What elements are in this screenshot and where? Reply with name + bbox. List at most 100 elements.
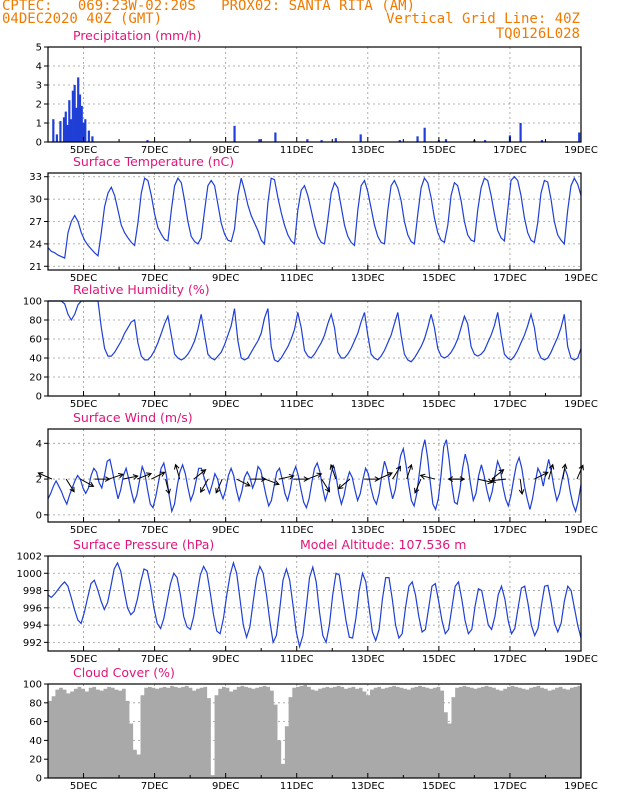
wind-vector <box>534 471 549 480</box>
y-tick-label: 20 <box>29 373 42 384</box>
y-tick-label: 100 <box>23 297 42 308</box>
y-tick-label: 30 <box>29 195 42 206</box>
wind-vector <box>329 463 337 480</box>
x-tick-label: 15DEC <box>422 781 456 792</box>
x-tick-label: 9DEC <box>212 525 239 536</box>
wind-vector <box>548 463 555 480</box>
x-tick-label: 7DEC <box>141 273 168 284</box>
wind-vector <box>447 476 464 482</box>
precip-bar <box>578 132 581 142</box>
x-tick-label: 17DEC <box>493 781 527 792</box>
x-tick-label: 11DEC <box>280 273 314 284</box>
x-tick-label: 5DEC <box>70 781 97 792</box>
x-tick-label: 17DEC <box>493 654 527 665</box>
x-tick-label: 17DEC <box>493 145 527 156</box>
wind-vector <box>264 478 280 486</box>
precip-bar <box>68 100 71 142</box>
wind-vector <box>392 465 402 480</box>
precip-bar <box>55 134 58 142</box>
x-tick-label: 19DEC <box>564 781 598 792</box>
wind-vector <box>80 478 95 487</box>
precip-bar <box>233 125 236 142</box>
x-tick-label: 17DEC <box>493 399 527 410</box>
x-tick-label: 11DEC <box>280 525 314 536</box>
precip-bar <box>274 132 277 142</box>
y-tick-label: 60 <box>29 335 42 346</box>
precip-bar <box>91 136 94 142</box>
x-tick-label: 5DEC <box>70 399 97 410</box>
y-tick-label: 40 <box>29 354 42 365</box>
wind-vector <box>278 473 295 480</box>
x-tick-label: 9DEC <box>212 781 239 792</box>
panel-rh: 0 20 40 60 80 100 5DEC 7DEC 9DEC 11DEC 13DEC 15DEC 1… <box>23 282 598 410</box>
precip-bar <box>398 140 401 142</box>
y-tick-label: 992 <box>23 638 42 649</box>
wind-vector <box>122 474 139 480</box>
precip-bar <box>483 140 487 142</box>
panel-frame <box>47 555 582 652</box>
panel-cloud: 0 20 40 60 80 100 5DEC 7DEC 9DEC 11DEC 13DEC 15DEC 1… <box>23 665 598 792</box>
wind-vector <box>561 463 568 480</box>
precip-bar <box>52 119 55 142</box>
x-tick-label: 5DEC <box>70 145 97 156</box>
panel-title: Cloud Cover (%) <box>73 665 175 680</box>
y-tick-label: 998 <box>23 586 42 597</box>
wind-vector <box>236 478 251 487</box>
wind-vector <box>518 479 525 495</box>
precip-bar <box>519 123 522 142</box>
series-line-pres <box>47 560 582 650</box>
y-tick-label: 994 <box>23 621 42 632</box>
x-tick-label: 19DEC <box>564 145 598 156</box>
x-tick-label: 9DEC <box>212 145 239 156</box>
wind-vector <box>293 476 310 482</box>
header-line1: CPTEC: 069:23W-02:20S PROX02: SANTA RITA… <box>2 0 416 14</box>
wind-vector <box>215 478 223 494</box>
y-tick-label: 3 <box>36 81 42 92</box>
wind-vector <box>477 478 494 485</box>
precip-bar <box>62 117 66 142</box>
x-tick-label: 19DEC <box>564 525 598 536</box>
wind-vector <box>576 464 584 480</box>
panel-title: Surface Wind (m/s) <box>73 410 193 425</box>
precip-bar <box>359 134 362 142</box>
panel-precip: 0 1 2 3 4 5 5DEC 7DEC 9DEC 11DEC 13DEC 15DEC 17DEC 19… <box>36 28 598 156</box>
y-tick-label: 33 <box>29 172 42 183</box>
wind-vector <box>108 472 124 480</box>
x-tick-label: 13DEC <box>351 781 385 792</box>
x-tick-label: 15DEC <box>422 145 456 156</box>
x-tick-label: 7DEC <box>141 525 168 536</box>
y-tick-label: 21 <box>29 262 42 273</box>
precip-bar <box>87 130 90 142</box>
y-tick-label: 100 <box>23 680 42 691</box>
wind-vector <box>321 478 331 493</box>
panel-title: Surface Pressure (hPa) <box>73 537 214 552</box>
precip-bar <box>66 124 69 142</box>
x-tick-label: 15DEC <box>422 273 456 284</box>
y-tick-label: 27 <box>29 217 42 228</box>
x-tick-label: 17DEC <box>493 525 527 536</box>
precip-bar <box>334 138 337 142</box>
y-tick-label: 0 <box>36 392 42 403</box>
x-tick-label: 13DEC <box>351 525 385 536</box>
wind-vector <box>490 477 507 484</box>
y-tick-label: 4 <box>36 62 42 73</box>
header-grid-line: Vertical Grid Line: 40Z <box>386 11 580 27</box>
wind-vector <box>378 472 394 480</box>
x-tick-label: 9DEC <box>212 654 239 665</box>
wind-vector <box>65 478 75 493</box>
wind-vector <box>193 469 207 480</box>
x-tick-label: 19DEC <box>564 273 598 284</box>
wind-vector <box>364 476 381 482</box>
x-tick-label: 13DEC <box>351 145 385 156</box>
wind-vector <box>173 463 181 480</box>
wind-vector <box>414 478 422 494</box>
x-tick-label: 19DEC <box>564 654 598 665</box>
precip-bar <box>59 121 62 142</box>
panel-title: Surface Temperature (nC) <box>73 154 234 169</box>
wind-vector <box>337 478 351 490</box>
x-tick-label: 5DEC <box>70 525 97 536</box>
x-tick-label: 11DEC <box>280 654 314 665</box>
y-tick-label: 80 <box>29 316 42 327</box>
precip-bar <box>71 90 74 142</box>
x-tick-label: 11DEC <box>280 145 314 156</box>
